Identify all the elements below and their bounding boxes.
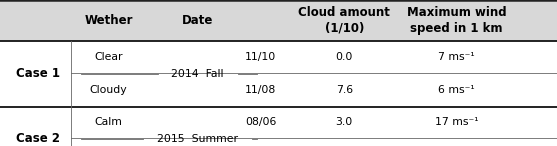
- Text: Case 2: Case 2: [16, 132, 60, 145]
- Text: 6 ms⁻¹: 6 ms⁻¹: [438, 85, 475, 95]
- Text: 11/08: 11/08: [245, 85, 276, 95]
- Text: Calm: Calm: [95, 117, 123, 127]
- Text: 08/06: 08/06: [245, 117, 276, 127]
- Text: Date: Date: [182, 14, 213, 27]
- Text: 7.6: 7.6: [336, 85, 353, 95]
- Text: Cloud amount
(1/10): Cloud amount (1/10): [299, 6, 390, 35]
- Text: Clear: Clear: [94, 52, 123, 62]
- Text: Wether: Wether: [84, 14, 133, 27]
- Text: 17 ms⁻¹: 17 ms⁻¹: [435, 117, 478, 127]
- Text: Case 1: Case 1: [16, 67, 60, 80]
- Text: 2015  Summer: 2015 Summer: [157, 134, 238, 144]
- Text: 2014  Fall: 2014 Fall: [172, 69, 224, 79]
- Text: 11/10: 11/10: [245, 52, 276, 62]
- Text: Cloudy: Cloudy: [90, 85, 128, 95]
- Text: 3.0: 3.0: [336, 117, 353, 127]
- Text: 0.0: 0.0: [335, 52, 353, 62]
- Bar: [0, 0, 557, 41]
- Text: 7 ms⁻¹: 7 ms⁻¹: [438, 52, 475, 62]
- Text: Maximum wind
speed in 1 km: Maximum wind speed in 1 km: [407, 6, 506, 35]
